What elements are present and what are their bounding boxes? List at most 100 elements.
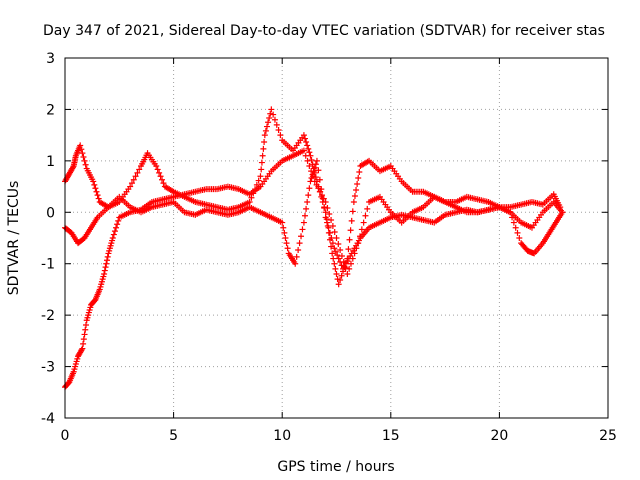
data-point	[306, 185, 313, 192]
data-point	[93, 188, 100, 195]
data-point	[127, 183, 134, 190]
data-point	[559, 209, 566, 216]
data-point	[130, 176, 137, 183]
data-point	[337, 259, 344, 265]
data-point	[281, 229, 288, 236]
data-point	[509, 214, 516, 221]
chart-title: Day 347 of 2021, Sidereal Day-to-day VTE…	[43, 23, 605, 39]
y-tick-label: -3	[41, 360, 55, 376]
data-point	[346, 236, 353, 243]
data-point	[329, 240, 336, 247]
data-point	[328, 217, 335, 223]
plot-frame	[64, 57, 609, 419]
data-point	[306, 149, 313, 156]
data-point	[330, 255, 337, 262]
x-axis-label: GPS time / hours	[277, 459, 394, 475]
y-tick-label: -2	[41, 308, 55, 324]
data-point	[306, 163, 313, 169]
data-point	[298, 233, 305, 240]
data-point	[335, 255, 342, 262]
data-point	[315, 167, 322, 174]
data-point	[355, 175, 362, 181]
data-point	[349, 208, 356, 215]
data-point	[333, 235, 340, 241]
data-point	[313, 157, 320, 164]
data-point	[268, 106, 275, 113]
data-point	[258, 159, 265, 166]
data-point	[318, 186, 325, 193]
data-point	[78, 346, 85, 353]
axis-ticks	[64, 57, 609, 419]
data-point	[335, 241, 342, 247]
data-point	[316, 176, 323, 183]
data-point	[331, 245, 338, 252]
data-point	[79, 150, 86, 157]
data-point	[154, 166, 161, 173]
data-point	[94, 192, 101, 199]
data-point	[110, 231, 117, 238]
data-point	[308, 175, 315, 181]
data-point	[267, 110, 274, 117]
data-point	[335, 281, 342, 288]
data-point	[332, 265, 339, 272]
data-point	[322, 209, 329, 216]
grid-lines	[65, 58, 608, 418]
y-tick-label: 2	[46, 102, 55, 118]
x-tick-label: 0	[61, 428, 70, 444]
data-point	[104, 253, 111, 260]
data-point	[307, 178, 314, 185]
data-point	[338, 253, 345, 259]
data-point	[103, 257, 110, 264]
data-point	[81, 157, 88, 164]
data-point	[337, 247, 344, 253]
y-tick-label: 3	[46, 51, 55, 67]
data-point	[156, 169, 163, 176]
data-point	[299, 226, 306, 233]
x-tick-label: 25	[599, 428, 617, 444]
x-tick-label: 10	[273, 428, 291, 444]
data-point	[109, 235, 116, 241]
data-point	[296, 240, 303, 247]
data-point	[115, 217, 122, 224]
data-point	[271, 116, 278, 123]
data-point	[303, 205, 310, 212]
x-tick-label: 5	[169, 428, 178, 444]
data-point	[507, 209, 514, 216]
data-point	[253, 181, 260, 188]
data-point	[333, 271, 340, 277]
data-point	[80, 340, 87, 347]
data-point	[325, 224, 332, 231]
data-point	[261, 132, 268, 139]
data-point	[282, 235, 289, 241]
data-point	[303, 139, 310, 145]
data-point	[266, 115, 273, 121]
data-point	[331, 229, 338, 235]
data-point	[258, 166, 265, 173]
data-point	[304, 199, 311, 205]
data-point	[512, 224, 519, 231]
data-point	[295, 247, 302, 253]
data-point	[128, 180, 135, 187]
data-point	[338, 272, 345, 279]
data-point	[324, 219, 331, 226]
data-point	[322, 214, 329, 221]
data-point	[259, 152, 266, 159]
data-point	[362, 212, 369, 219]
y-tick-label: 0	[46, 205, 55, 221]
data-point	[159, 176, 166, 183]
data-point	[101, 267, 108, 274]
data-point	[113, 224, 120, 231]
data-point	[265, 119, 272, 126]
data-point	[347, 227, 354, 234]
data-point	[347, 260, 354, 267]
data-point	[332, 248, 339, 255]
data-point	[80, 154, 87, 160]
data-point	[136, 166, 143, 173]
data-point	[300, 147, 307, 154]
data-point	[312, 174, 319, 181]
data-point	[263, 123, 270, 130]
data-point	[277, 132, 284, 139]
data-point	[348, 217, 355, 224]
data-point	[329, 250, 336, 257]
y-axis-label: SDTVAR / TECUs	[6, 181, 22, 296]
